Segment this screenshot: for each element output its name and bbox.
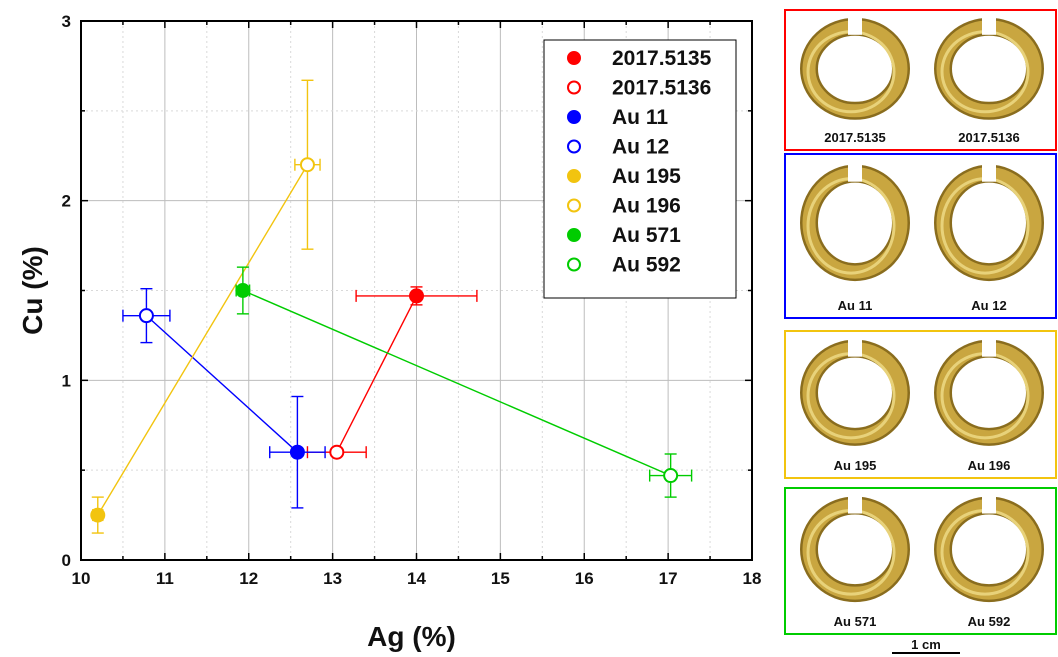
- y-axis-title: Cu (%): [17, 246, 48, 335]
- legend-label: Au 571: [612, 224, 681, 247]
- data-point: [235, 266, 251, 315]
- marker-2017-5135: [409, 288, 424, 304]
- x-tick-label: 11: [156, 569, 174, 588]
- connection-line: [336, 295, 418, 453]
- legend-marker: [567, 257, 581, 272]
- photo-panel: Au 11 Au 12: [784, 153, 1057, 319]
- gold-ring-image: [800, 493, 910, 603]
- marker-au-196: [299, 157, 315, 173]
- photo-label: 2017.5136: [958, 130, 1019, 145]
- marker-au-592: [663, 468, 679, 484]
- legend-entry: 2017.5135: [567, 47, 712, 70]
- legend-label: 2017.5136: [612, 77, 711, 100]
- gold-ring-image: [800, 161, 910, 282]
- connection-line: [242, 289, 671, 477]
- x-tick-label: 13: [323, 569, 342, 588]
- plot-frame: [80, 20, 753, 561]
- legend-marker: [567, 139, 581, 154]
- photo-label: Au 12: [971, 298, 1006, 313]
- legend-entry: Au 11: [567, 106, 668, 129]
- y-tick-label: 1: [62, 371, 71, 390]
- data-point: [90, 496, 106, 534]
- data-point: [294, 79, 321, 250]
- x-axis-title: Ag (%): [367, 621, 456, 652]
- x-tick-label: 18: [743, 569, 762, 588]
- marker-au-195: [90, 507, 106, 523]
- legend-marker: [567, 51, 581, 65]
- x-tick-label: 12: [239, 569, 258, 588]
- ring-gap: [848, 493, 862, 514]
- legend-entry: Au 571: [567, 224, 681, 247]
- ring-gap: [848, 336, 862, 357]
- legend-marker: [567, 198, 581, 213]
- marker-2017-5136: [329, 444, 345, 460]
- ring-gap: [982, 161, 996, 182]
- photo-panel: Au 195 Au 196: [784, 330, 1057, 479]
- connection-line: [145, 315, 298, 453]
- legend-entry: Au 196: [567, 195, 681, 218]
- x-tick-label: 14: [407, 569, 426, 588]
- photo-panel: 2017.5135 2017.5136: [784, 9, 1057, 151]
- data-point: [122, 288, 171, 344]
- legend-label: 2017.5135: [612, 47, 712, 70]
- legend-marker: [567, 80, 581, 95]
- photo-label: Au 195: [834, 458, 877, 473]
- photo-label: 2017.5135: [824, 130, 885, 145]
- gold-ring-image: [800, 14, 910, 120]
- photo-panel: Au 571 Au 592: [784, 487, 1057, 635]
- ring-gap: [982, 336, 996, 357]
- legend-label: Au 592: [612, 254, 681, 277]
- photo-label: Au 571: [834, 614, 877, 629]
- y-tick-label: 2: [62, 192, 71, 211]
- x-tick-label: 10: [72, 569, 91, 588]
- legend-marker: [567, 228, 581, 242]
- data-point: [355, 286, 478, 306]
- ring-gap: [982, 493, 996, 514]
- gold-ring-image: [934, 336, 1044, 446]
- photo-label: Au 11: [838, 298, 873, 313]
- marker-au-11: [289, 444, 305, 460]
- x-tick-label: 17: [659, 569, 678, 588]
- ring-gap: [848, 161, 862, 182]
- legend-entry: Au 12: [567, 136, 669, 159]
- x-tick-label: 16: [575, 569, 594, 588]
- x-tick-label: 15: [491, 569, 510, 588]
- photo-label: Au 592: [968, 614, 1011, 629]
- gold-ring-image: [934, 161, 1044, 282]
- gold-ring-image: [934, 14, 1044, 120]
- legend-entry: Au 592: [567, 254, 681, 277]
- legend-entry: Au 195: [567, 165, 681, 188]
- data-point: [269, 395, 326, 509]
- y-tick-label: 3: [62, 12, 71, 31]
- ring-gap: [982, 14, 996, 35]
- photo-label: Au 196: [968, 458, 1011, 473]
- gold-ring-image: [934, 493, 1044, 603]
- scale-bar-label: 1 cm: [911, 637, 941, 652]
- gold-ring-image: [800, 336, 910, 446]
- ring-photo-panels: 2017.5135 2017.5136 Au 11 Au 12 Au 195 Au 196…: [784, 9, 1057, 654]
- ring-gap: [848, 14, 862, 35]
- marker-au-571: [235, 283, 251, 298]
- legend-entry: 2017.5136: [567, 77, 711, 100]
- data-point: [648, 453, 693, 498]
- legend-label: Au 11: [612, 106, 668, 129]
- legend-marker: [567, 169, 581, 183]
- scale-bar: 1 cm: [892, 637, 960, 654]
- legend-label: Au 195: [612, 165, 681, 188]
- marker-au-12: [138, 308, 154, 324]
- legend-label: Au 12: [612, 136, 669, 159]
- y-tick-label: 0: [62, 551, 71, 570]
- legend-marker: [567, 110, 581, 124]
- legend-label: Au 196: [612, 195, 681, 218]
- connection-line: [97, 164, 309, 516]
